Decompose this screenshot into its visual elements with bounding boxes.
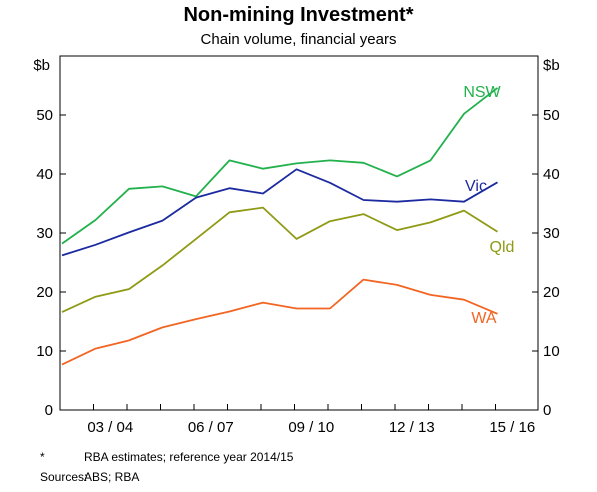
- chart-subtitle: Chain volume, financial years: [200, 31, 397, 48]
- sources-text: ABS; RBA: [84, 470, 140, 484]
- y-unit-right: $b: [543, 57, 560, 74]
- x-tick-label: 06 / 07: [188, 419, 234, 436]
- x-tick-label: 03 / 04: [87, 419, 133, 436]
- x-tick-label: 09 / 10: [288, 419, 334, 436]
- series-label-nsw: NSW: [463, 84, 501, 101]
- chart-notes: * RBA estimates; reference year 2014/15 …: [40, 447, 293, 487]
- y-tick-label-left: 10: [36, 343, 53, 360]
- y-tick-label-right: 30: [543, 225, 560, 242]
- y-tick-label-right: 20: [543, 284, 560, 301]
- footnote-text: RBA estimates; reference year 2014/15: [84, 450, 294, 464]
- x-tick-label: 12 / 13: [389, 419, 435, 436]
- series-line-qld: [61, 206, 498, 313]
- sources-label: Sources:: [40, 470, 88, 484]
- y-tick-label-right: 40: [543, 166, 560, 183]
- y-tick-label-left: 30: [36, 225, 53, 242]
- y-unit-left: $b: [33, 57, 50, 74]
- series-line-wa: [61, 278, 498, 366]
- y-tick-label-right: 50: [543, 107, 560, 124]
- x-tick-label: 15 / 16: [489, 419, 535, 436]
- series-label-qld: Qld: [490, 239, 515, 256]
- y-tick-label-right: 10: [543, 343, 560, 360]
- series-label-vic: Vic: [465, 178, 487, 195]
- y-tick-label-left: 20: [36, 284, 53, 301]
- plot-frame: [59, 55, 539, 411]
- y-tick-label-right: 0: [543, 402, 551, 419]
- chart-title: Non-mining Investment*: [183, 4, 414, 26]
- footnote: * RBA estimates; reference year 2014/15: [40, 447, 293, 467]
- y-tick-label-left: 50: [36, 107, 53, 124]
- sources-note: Sources: ABS; RBA: [40, 467, 293, 487]
- line-chart: $b $b 0 0 10 10 20 20 30 30 40 40 50 50 03 / 04 06 / …: [33, 55, 560, 436]
- footnote-marker: *: [40, 450, 45, 464]
- series-line-vic: [61, 168, 498, 257]
- series-label-wa: WA: [471, 310, 497, 327]
- y-tick-label-left: 0: [45, 402, 53, 419]
- series-line-nsw: [61, 87, 499, 245]
- y-tick-label-left: 40: [36, 166, 53, 183]
